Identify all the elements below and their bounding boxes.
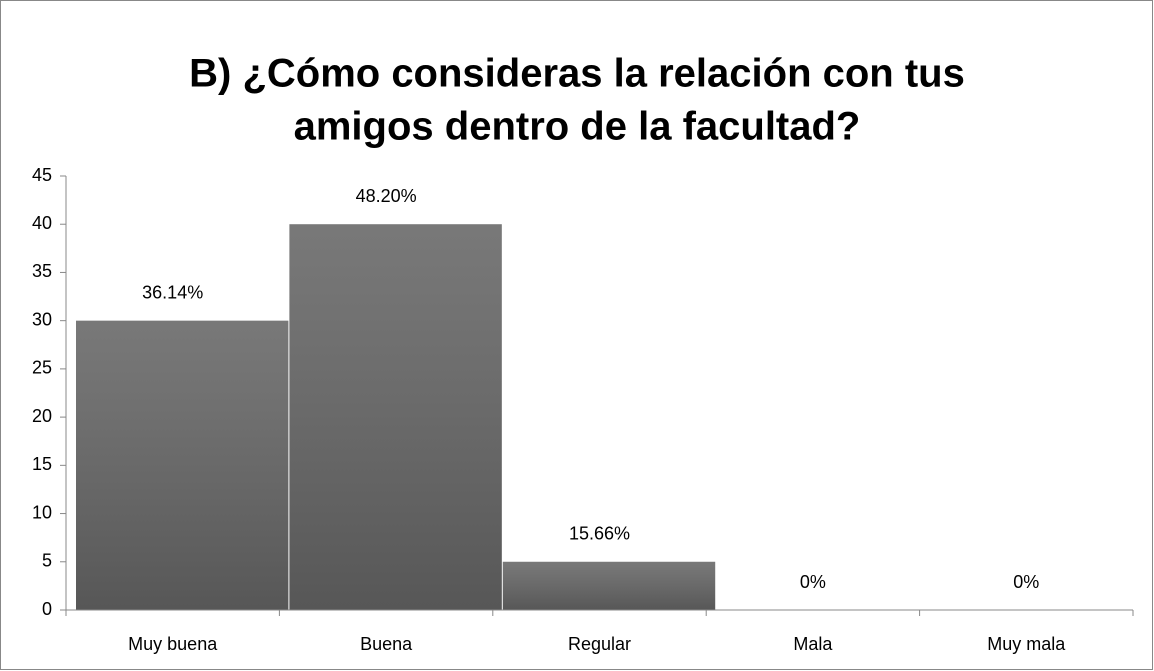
chart-title: amigos dentro de la facultad? [294,105,861,149]
y-tick-label: 15 [32,454,52,474]
data-label: 48.20% [356,186,417,206]
bar-shade [502,561,716,610]
data-label: 0% [800,572,826,592]
bar-shade [289,224,502,610]
y-tick-label: 20 [32,406,52,426]
y-tick-label: 45 [32,165,52,185]
y-tick-label: 40 [32,213,52,233]
x-tick-label: Muy mala [987,634,1066,654]
x-tick-label: Muy buena [128,634,218,654]
data-label: 15.66% [569,524,630,544]
y-tick-label: 30 [32,309,52,329]
bar-shade [76,320,289,610]
y-tick-label: 0 [42,599,52,619]
y-tick-label: 35 [32,261,52,281]
x-tick-label: Mala [793,634,833,654]
y-tick-label: 10 [32,502,52,522]
chart-title: B) ¿Cómo consideras la relación con tus [189,52,965,96]
y-tick-label: 25 [32,358,52,378]
data-label: 36.14% [142,282,203,302]
data-label: 0% [1013,572,1039,592]
y-tick-label: 5 [42,551,52,571]
x-tick-label: Buena [360,634,413,654]
x-tick-label: Regular [568,634,631,654]
